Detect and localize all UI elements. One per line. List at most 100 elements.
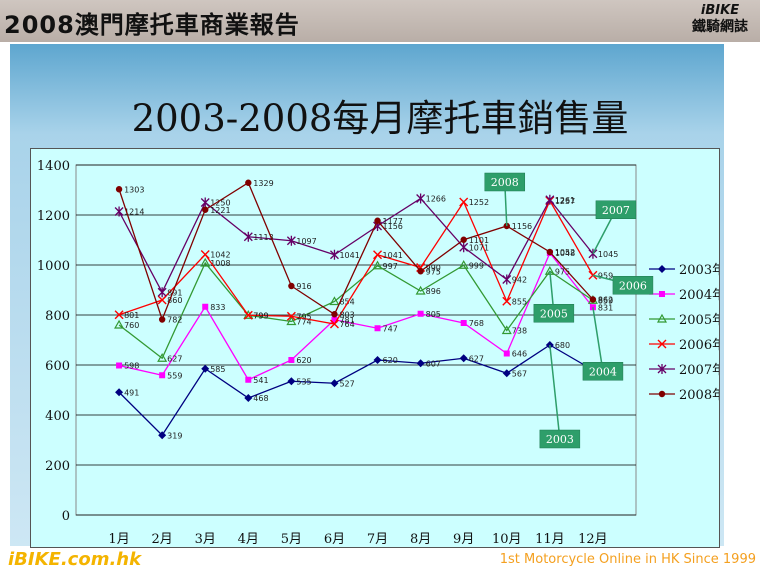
- brand-logo-line2: 鐵騎網誌: [692, 19, 748, 35]
- data-label: 855: [512, 297, 527, 306]
- data-point: [243, 310, 253, 320]
- data-label: 1214: [124, 208, 144, 217]
- brand-logo-line1: iBIKE: [700, 3, 740, 18]
- data-label: 760: [124, 321, 139, 330]
- data-label: 1177: [383, 217, 403, 226]
- x-tick-label: 8月: [410, 532, 431, 547]
- data-point: [460, 236, 467, 243]
- callout-pointer: [592, 307, 604, 372]
- data-label: 585: [210, 365, 225, 374]
- chart-area: 0 200 400 600 800 1000 1200 1400 1月 2月 3月 4月 5月 6月 7月 8…: [30, 148, 720, 548]
- data-label: 319: [167, 431, 182, 440]
- x-tick-label: 6月: [324, 532, 345, 547]
- footer-logo: iBIKE.com.hk: [8, 549, 142, 570]
- x-tick-label: 3月: [195, 532, 216, 547]
- data-label: 795: [296, 312, 311, 321]
- data-label: 1101: [469, 236, 489, 245]
- data-point: [114, 319, 125, 329]
- data-point: [202, 206, 209, 213]
- data-label: 747: [383, 324, 398, 333]
- series-line: [118, 199, 594, 325]
- data-point: [373, 250, 383, 260]
- data-label: 1156: [512, 222, 532, 231]
- data-label: 799: [253, 311, 268, 320]
- data-point: [115, 388, 124, 397]
- y-tick-label: 1400: [37, 159, 70, 174]
- data-label: 646: [512, 350, 527, 359]
- callout-box: [595, 200, 637, 219]
- data-point: [373, 356, 382, 364]
- x-tick-label: 9月: [453, 532, 474, 547]
- data-point: [114, 206, 124, 217]
- data-label: 567: [512, 369, 527, 378]
- data-point: [329, 296, 340, 306]
- x-tick-label: 12月: [578, 532, 608, 547]
- x-tick-label: 5月: [281, 532, 302, 547]
- data-point: [115, 186, 123, 193]
- data-point: [503, 222, 510, 230]
- data-point: [331, 311, 338, 318]
- data-label: 620: [383, 356, 398, 365]
- x-tick-label: 10月: [492, 532, 522, 547]
- data-point: [501, 325, 512, 335]
- plot-area: [75, 164, 637, 516]
- data-point: [288, 282, 295, 290]
- data-label: 1045: [598, 250, 618, 259]
- data-point: [200, 197, 210, 208]
- callout-label: 2008: [491, 176, 519, 189]
- data-point: [288, 357, 295, 363]
- data-label: 1221: [210, 206, 230, 215]
- data-point: [588, 248, 598, 259]
- data-label: 535: [296, 377, 311, 386]
- x-tick-label: 11月: [535, 532, 565, 547]
- data-point: [502, 296, 512, 306]
- data-label: 774: [296, 318, 311, 327]
- data-point: [502, 369, 511, 378]
- data-point: [416, 359, 425, 368]
- legend-label: 2004年: [679, 288, 719, 303]
- callout-label: 2005: [540, 307, 568, 320]
- data-label: 680: [555, 341, 570, 350]
- data-point: [286, 316, 297, 326]
- data-label: 1048: [555, 249, 575, 258]
- data-label: 781: [339, 316, 354, 325]
- data-point: [286, 235, 296, 246]
- data-point: [502, 274, 512, 285]
- data-point: [157, 287, 167, 298]
- data-label: 1052: [555, 248, 575, 257]
- legend-label: 2007年: [679, 363, 719, 378]
- data-label: 527: [339, 379, 354, 388]
- data-label: 468: [253, 394, 268, 403]
- data-label: 1113: [253, 233, 273, 242]
- data-point: [374, 217, 381, 224]
- data-label: 607: [426, 359, 441, 368]
- series-line: [118, 197, 594, 294]
- callout-box: [612, 276, 654, 295]
- y-tick-label: 400: [45, 409, 70, 424]
- data-point: [460, 320, 467, 326]
- data-point: [331, 316, 338, 323]
- legend-label: 2008年: [679, 388, 719, 403]
- x-tick-label: 4月: [238, 532, 259, 547]
- data-point: [415, 285, 426, 295]
- brand-logo: iBIKE 鐵騎網誌: [686, 3, 754, 39]
- chart-svg: 0 200 400 600 800 1000 1200 1400 1月 2月 3月 4月 5月 6月 7月 8…: [37, 159, 719, 547]
- data-label: 805: [426, 310, 441, 319]
- callout-label: 2007: [602, 204, 630, 217]
- data-label: 862: [598, 296, 613, 305]
- data-point: [157, 295, 167, 305]
- data-point: [330, 249, 339, 260]
- callout-box: [484, 172, 526, 192]
- callout-label: 2003: [546, 433, 574, 446]
- data-label: 860: [167, 296, 182, 305]
- data-point: [459, 242, 469, 253]
- y-tick-label: 200: [45, 459, 70, 474]
- data-label: 1303: [124, 185, 144, 194]
- data-label: 975: [426, 267, 441, 276]
- callout-label: 2004: [589, 365, 617, 378]
- data-point: [658, 390, 666, 398]
- data-label: 854: [339, 298, 354, 307]
- data-label: 764: [339, 320, 354, 329]
- x-tick-label: 7月: [367, 532, 388, 547]
- data-label: 803: [339, 310, 354, 319]
